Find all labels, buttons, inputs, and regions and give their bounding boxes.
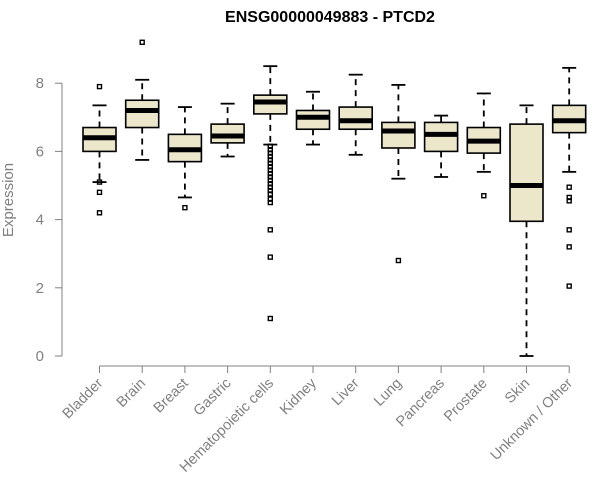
x-tick-label: Breast [151, 376, 192, 417]
outlier-point [96, 189, 103, 196]
y-tick-label: 0 [36, 348, 44, 365]
x-tick-label: Bladder [60, 375, 107, 422]
box-group [124, 39, 160, 161]
outlier-point [267, 227, 273, 233]
outlier-point [267, 254, 273, 260]
y-axis: 0 2 4 6 8 [36, 75, 63, 365]
box-group [381, 84, 416, 264]
box [509, 123, 544, 223]
outlier-point [96, 210, 103, 216]
outlier-point [96, 179, 103, 185]
outlier-point [139, 39, 145, 45]
x-tick-label: Unknown / Other [488, 375, 576, 463]
outlier-point [481, 193, 487, 199]
outlier-point [566, 244, 572, 250]
box [423, 121, 459, 153]
x-tick-label: Prostate [441, 376, 490, 425]
box [210, 123, 245, 144]
x-tick-label: Kidney [277, 375, 320, 418]
box [338, 106, 374, 131]
box-group [466, 92, 502, 199]
box-group [210, 102, 245, 158]
y-tick-label: 4 [36, 212, 44, 229]
x-tick-label: Brain [114, 376, 149, 411]
y-tick-label: 6 [36, 143, 44, 160]
outlier-point [96, 83, 103, 90]
box [295, 109, 331, 131]
y-axis-title: Expression [0, 163, 17, 237]
boxes-group [82, 39, 587, 357]
y-tick-label: 8 [36, 75, 44, 92]
box [124, 99, 160, 129]
box [381, 121, 416, 149]
x-tick-label: Lung [371, 376, 405, 410]
box-group [551, 66, 587, 289]
outlier-point [566, 227, 572, 233]
x-tick-label: Skin [502, 376, 533, 407]
outlier-point [566, 198, 572, 204]
box-group [338, 73, 374, 156]
x-tick-label: Liver [329, 375, 363, 409]
outlier-point [267, 199, 273, 206]
outlier-point [566, 184, 572, 190]
outlier-point [267, 315, 273, 322]
box-group [253, 65, 288, 322]
box-group [295, 90, 331, 146]
chart-title: ENSG00000049883 - PTCD2 [225, 9, 435, 26]
outlier-point [395, 257, 402, 264]
box-group [423, 114, 459, 178]
box-group [167, 106, 203, 211]
box-group [82, 83, 117, 216]
y-tick-label: 2 [36, 280, 44, 297]
outlier-point [566, 283, 572, 289]
box [253, 94, 288, 115]
outlier-point [267, 191, 273, 197]
box-group [509, 104, 544, 357]
outlier-point [182, 204, 188, 211]
